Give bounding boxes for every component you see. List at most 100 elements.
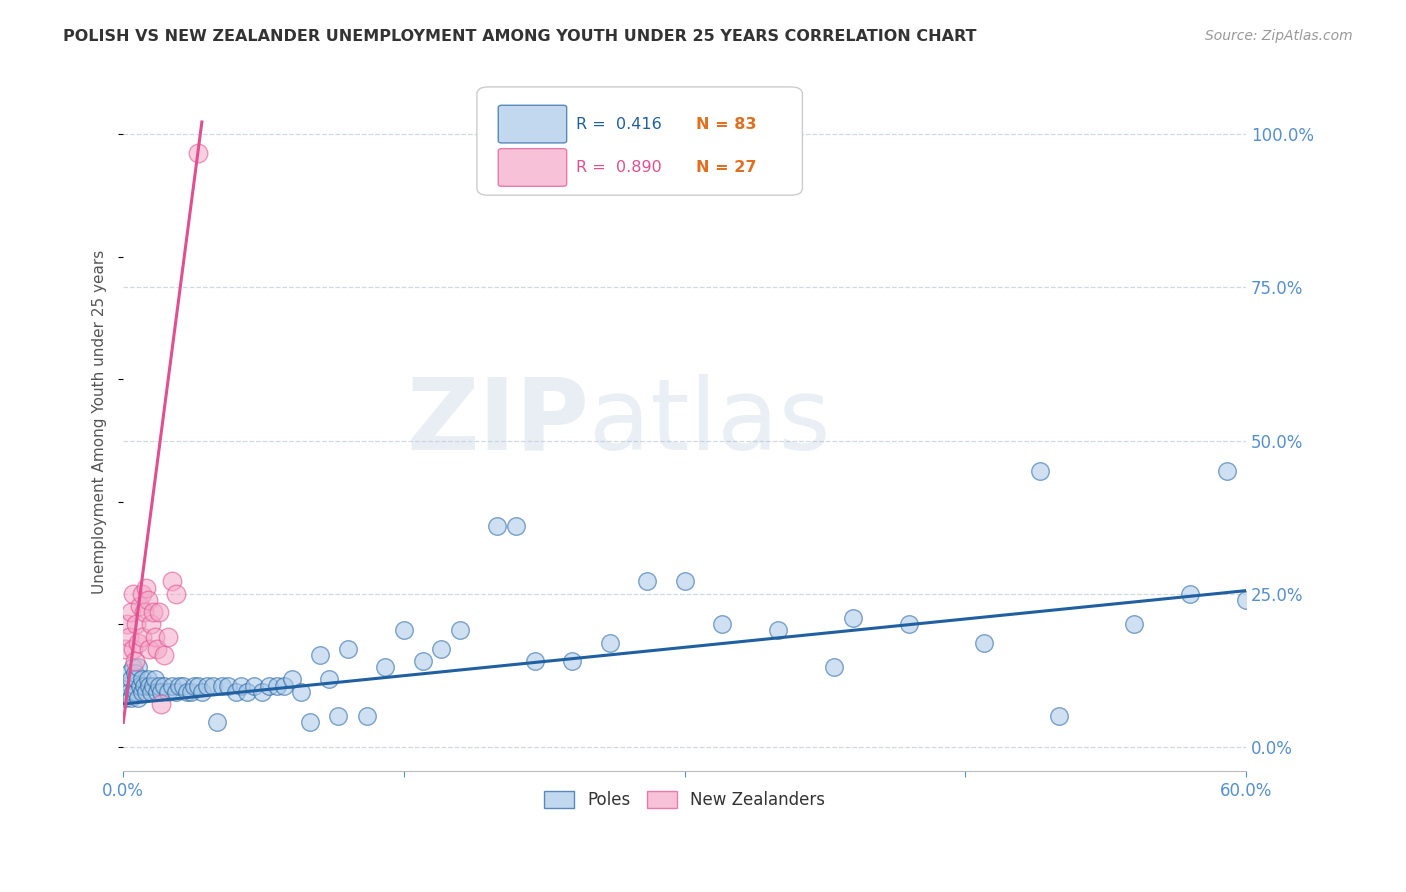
Point bbox=[149, 684, 172, 698]
Point bbox=[973, 636, 995, 650]
Point bbox=[148, 679, 170, 693]
Point bbox=[412, 654, 434, 668]
Point bbox=[1029, 464, 1052, 478]
Point bbox=[125, 673, 148, 687]
Point bbox=[231, 679, 253, 693]
Point bbox=[153, 679, 176, 693]
Point bbox=[1122, 617, 1144, 632]
Point bbox=[121, 660, 143, 674]
Point bbox=[1178, 587, 1201, 601]
Point bbox=[290, 684, 312, 698]
Point bbox=[225, 684, 247, 698]
Point bbox=[118, 684, 141, 698]
Point bbox=[135, 581, 157, 595]
Text: R =  0.416: R = 0.416 bbox=[575, 117, 661, 132]
Point bbox=[328, 709, 350, 723]
Point bbox=[157, 684, 180, 698]
Point bbox=[1234, 592, 1257, 607]
Point bbox=[114, 690, 136, 705]
Point bbox=[356, 709, 378, 723]
Point bbox=[114, 641, 136, 656]
Point bbox=[141, 617, 163, 632]
Point bbox=[127, 690, 149, 705]
Point bbox=[160, 679, 183, 693]
Point bbox=[211, 679, 233, 693]
Point bbox=[842, 611, 865, 625]
Point bbox=[202, 679, 225, 693]
Point bbox=[898, 617, 921, 632]
Point bbox=[197, 679, 219, 693]
Point bbox=[449, 624, 471, 638]
Point bbox=[136, 592, 159, 607]
Point bbox=[131, 587, 153, 601]
Point bbox=[143, 630, 166, 644]
Point bbox=[180, 684, 202, 698]
Point bbox=[766, 624, 789, 638]
Point bbox=[157, 630, 180, 644]
Point bbox=[160, 574, 183, 589]
Point bbox=[561, 654, 583, 668]
Point bbox=[127, 660, 149, 674]
Point bbox=[115, 617, 138, 632]
Point bbox=[121, 684, 143, 698]
Point bbox=[120, 673, 142, 687]
Point bbox=[129, 679, 152, 693]
Text: Source: ZipAtlas.com: Source: ZipAtlas.com bbox=[1205, 29, 1353, 43]
Point bbox=[299, 715, 322, 730]
Point bbox=[142, 605, 165, 619]
Point bbox=[1216, 464, 1239, 478]
Point bbox=[132, 679, 155, 693]
Point bbox=[257, 679, 280, 693]
Point bbox=[149, 697, 172, 711]
Point bbox=[599, 636, 621, 650]
Point bbox=[129, 599, 152, 613]
Point bbox=[118, 630, 141, 644]
Point bbox=[141, 684, 163, 698]
Point bbox=[183, 679, 205, 693]
Point bbox=[124, 666, 146, 681]
Point bbox=[124, 679, 146, 693]
Point bbox=[165, 587, 187, 601]
Point bbox=[187, 679, 209, 693]
Point bbox=[148, 605, 170, 619]
Point bbox=[169, 679, 191, 693]
Text: POLISH VS NEW ZEALANDER UNEMPLOYMENT AMONG YOUTH UNDER 25 YEARS CORRELATION CHAR: POLISH VS NEW ZEALANDER UNEMPLOYMENT AMO… bbox=[63, 29, 977, 44]
Point bbox=[523, 654, 546, 668]
Point bbox=[121, 587, 143, 601]
FancyBboxPatch shape bbox=[477, 87, 803, 195]
Point bbox=[131, 684, 153, 698]
Point bbox=[205, 715, 228, 730]
Point bbox=[135, 684, 157, 698]
Point bbox=[115, 679, 138, 693]
Point bbox=[673, 574, 696, 589]
Point bbox=[430, 641, 453, 656]
Point bbox=[121, 641, 143, 656]
Point bbox=[217, 679, 239, 693]
Point bbox=[176, 684, 198, 698]
Point bbox=[710, 617, 733, 632]
Text: atlas: atlas bbox=[589, 374, 831, 471]
Y-axis label: Unemployment Among Youth under 25 years: Unemployment Among Youth under 25 years bbox=[93, 250, 107, 594]
Legend: Poles, New Zealanders: Poles, New Zealanders bbox=[537, 784, 832, 815]
Point bbox=[243, 679, 266, 693]
Point bbox=[138, 679, 160, 693]
Point bbox=[120, 605, 142, 619]
Point bbox=[280, 673, 302, 687]
Point bbox=[308, 648, 330, 662]
Point bbox=[172, 679, 194, 693]
Point bbox=[165, 684, 187, 698]
Point bbox=[136, 673, 159, 687]
Point bbox=[125, 617, 148, 632]
Point bbox=[146, 684, 169, 698]
Point bbox=[125, 684, 148, 698]
Point bbox=[120, 690, 142, 705]
Point bbox=[636, 574, 658, 589]
Point bbox=[266, 679, 288, 693]
FancyBboxPatch shape bbox=[498, 149, 567, 186]
Point bbox=[138, 641, 160, 656]
Point bbox=[187, 145, 209, 160]
Point bbox=[273, 679, 295, 693]
Point bbox=[143, 673, 166, 687]
Point bbox=[236, 684, 259, 698]
Text: N = 83: N = 83 bbox=[696, 117, 756, 132]
